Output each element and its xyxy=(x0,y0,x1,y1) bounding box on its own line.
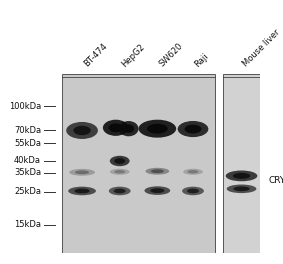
Ellipse shape xyxy=(74,188,90,193)
Ellipse shape xyxy=(119,121,138,136)
Ellipse shape xyxy=(73,126,91,135)
Ellipse shape xyxy=(178,121,208,137)
Ellipse shape xyxy=(187,188,199,193)
Ellipse shape xyxy=(233,186,250,191)
Ellipse shape xyxy=(185,125,201,134)
Text: 25kDa: 25kDa xyxy=(14,187,41,196)
Ellipse shape xyxy=(66,122,98,139)
Ellipse shape xyxy=(145,168,169,175)
Ellipse shape xyxy=(150,188,164,193)
Text: Mouse liver: Mouse liver xyxy=(241,28,282,69)
Ellipse shape xyxy=(75,171,89,174)
Ellipse shape xyxy=(69,169,95,176)
Ellipse shape xyxy=(183,169,203,175)
Text: Raji: Raji xyxy=(193,51,211,69)
Ellipse shape xyxy=(114,170,125,173)
Ellipse shape xyxy=(123,125,134,133)
Text: HepG2: HepG2 xyxy=(120,42,146,69)
Ellipse shape xyxy=(110,169,130,175)
Ellipse shape xyxy=(233,173,250,179)
Ellipse shape xyxy=(138,120,176,138)
Bar xyxy=(62,74,215,253)
Ellipse shape xyxy=(114,158,125,164)
Ellipse shape xyxy=(109,187,130,195)
Ellipse shape xyxy=(103,120,128,136)
Text: 70kDa: 70kDa xyxy=(14,126,41,135)
Text: 40kDa: 40kDa xyxy=(14,157,41,166)
Text: 55kDa: 55kDa xyxy=(14,139,41,148)
Ellipse shape xyxy=(110,156,130,166)
Ellipse shape xyxy=(151,169,164,173)
Text: BT-474: BT-474 xyxy=(82,42,109,69)
Ellipse shape xyxy=(188,170,198,173)
Text: SW620: SW620 xyxy=(157,41,185,69)
Ellipse shape xyxy=(114,188,126,193)
Text: 15kDa: 15kDa xyxy=(14,220,41,229)
Bar xyxy=(223,74,260,253)
Ellipse shape xyxy=(227,185,256,193)
Ellipse shape xyxy=(147,124,168,134)
Ellipse shape xyxy=(144,186,170,195)
Text: 35kDa: 35kDa xyxy=(14,168,41,177)
Ellipse shape xyxy=(109,123,123,132)
Ellipse shape xyxy=(182,187,204,195)
Text: CRYGD: CRYGD xyxy=(268,176,283,185)
Text: 100kDa: 100kDa xyxy=(9,102,41,111)
Ellipse shape xyxy=(68,187,96,195)
Ellipse shape xyxy=(226,171,257,181)
